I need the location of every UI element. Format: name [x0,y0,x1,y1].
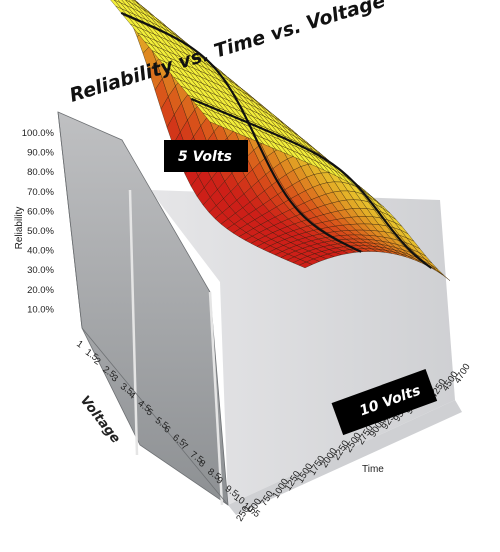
voltage-tick-label: 7 [179,441,190,453]
z-tick-label: 70.0% [27,187,54,198]
floor-plane [228,400,462,515]
z-tick-label: 30.0% [27,265,54,276]
voltage-tick-label: 2 [92,356,103,368]
z-tick-label: 10.0% [27,304,54,315]
voltage-tick-label: 5 [144,407,155,419]
callout-10-volts-box [331,368,438,436]
z-tick-label: 100.0% [22,128,55,139]
surface-cell [436,270,451,281]
wall-edge [57,111,83,329]
back-wall [150,190,455,505]
voltage-axis-ticks: 11.522.533.544.555.566.577.588.599.51010… [74,338,261,520]
callout-5-volts-box [164,140,248,172]
z-tick-label: 20.0% [27,285,54,296]
voltage-curves [120,11,433,269]
wall-seam [128,189,139,456]
voltage-tick-label: 10 [232,492,247,507]
callout-5-volts: 5 Volts [164,140,248,172]
z-tick-label: 60.0% [27,206,54,217]
voltage-curve [190,97,433,269]
voltage-curve [120,11,362,253]
z-tick-label: 40.0% [27,246,54,257]
callout-5-volts-label: 5 Volts [178,149,232,165]
voltage-tick-label: 8 [197,458,208,470]
z-tick-label: 50.0% [27,226,54,237]
time-tick-label: 4700 [452,362,473,386]
voltage-tick-label: 3 [109,373,120,385]
voltage-axis-label: Voltage [77,393,123,446]
wall-edge [81,327,229,506]
voltage-tick-label: 9 [214,475,225,487]
time-axis-label: Time [362,464,384,475]
voltage-tick-label: 4 [127,390,138,402]
voltage-tick-label: 1 [74,338,85,350]
voltage-tick-label: 6 [162,424,173,436]
wall-seam [208,291,224,506]
z-axis-label: Reliability [14,207,25,250]
z-tick-label: 80.0% [27,167,54,178]
z-axis-ticks: 100.0% 90.0% 80.0% 70.0% 60.0% 50.0% 40.0% 30.0… [22,128,55,315]
z-tick-label: 90.0% [27,148,54,159]
